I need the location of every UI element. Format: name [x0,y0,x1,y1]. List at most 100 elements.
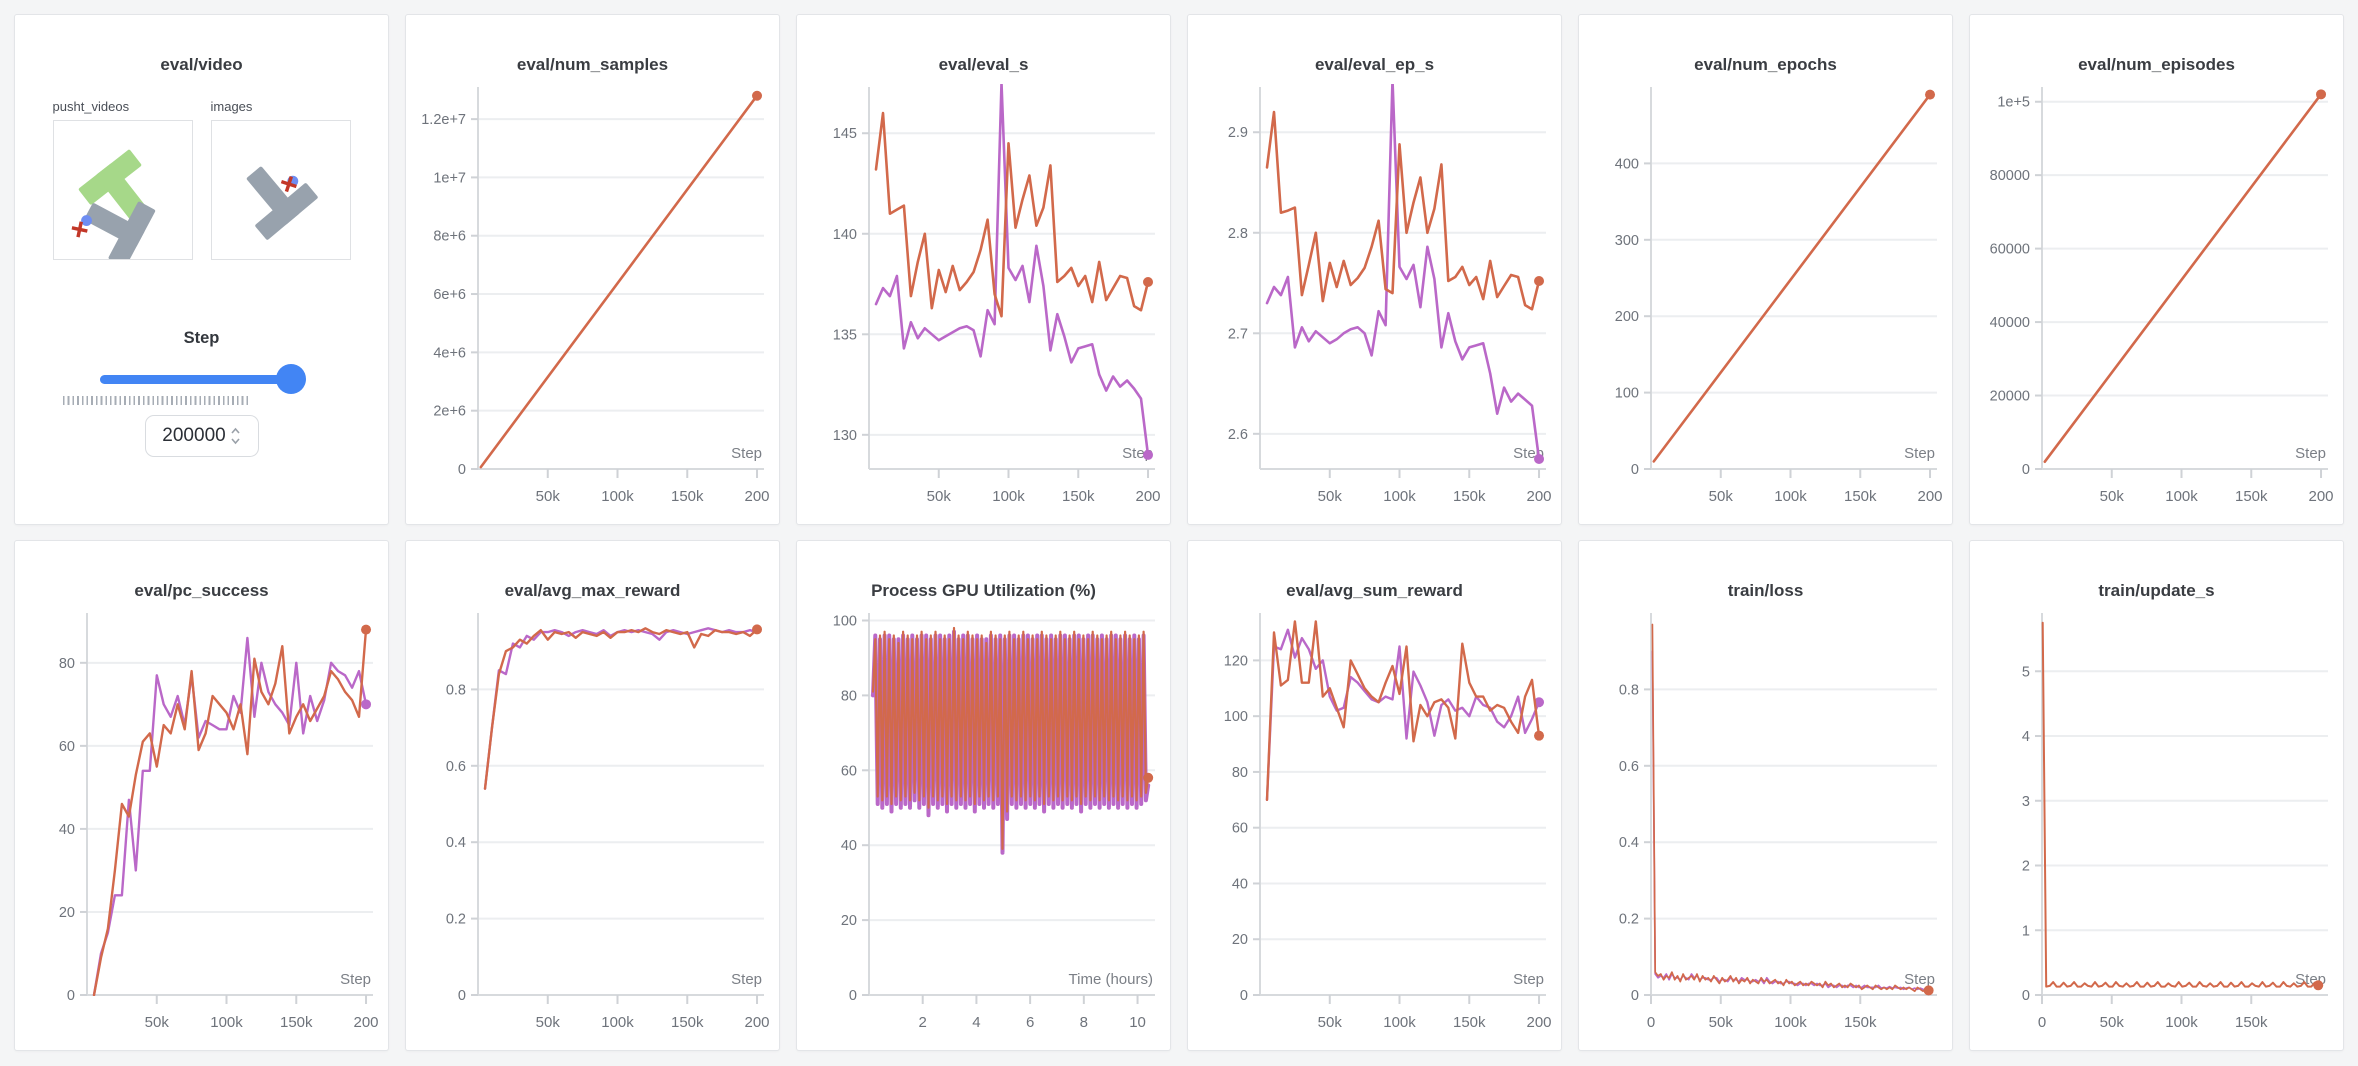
series-end-dot-purple [1534,697,1545,708]
panel-eval-avg-sum-reward[interactable]: eval/avg_sum_reward 50k 100k 150k 200 0 20 40 6… [1187,540,1562,1051]
y-tick-label: 300 [1615,233,1639,249]
panel-eval-num-samples[interactable]: eval/num_samples 50k 100k 150k 200 0 2e+6 4e+6… [405,14,780,525]
series-end-dot-orange [2316,89,2327,100]
y-tick-label: 200 [1615,309,1639,325]
y-tick-label: 5 [2022,664,2030,680]
x-tick-label: 150k [1453,488,1486,505]
series-end-dot-orange [1923,985,1934,996]
y-tick-label: 20000 [1990,389,2030,405]
panel-eval-avg-max-reward[interactable]: eval/avg_max_reward 50k 100k 150k 200 0 0.2 0.… [405,540,780,1051]
y-tick-label: 40 [841,838,857,854]
y-tick-label: 60000 [1990,242,2030,258]
x-tick-label: 150k [671,1014,704,1031]
media-item-images: images [210,99,351,265]
slider-track[interactable] [99,375,304,384]
chart-eval-avg-sum-reward[interactable]: 50k 100k 150k 200 0 20 40 60 80 100 120 Step [1188,603,1561,1044]
series-line-purple [874,84,1150,457]
x-tick-label: 8 [1080,1014,1088,1031]
x-tick-label: 150k [671,488,704,505]
x-tick-label: 200 [2309,488,2334,505]
x-tick-label: 100k [601,488,634,505]
media-row: pusht_videos image [15,99,388,267]
y-tick-label: 0 [2022,462,2030,478]
y-tick-label: 2e+6 [433,404,466,420]
step-slider-label: Step [183,329,220,347]
panel-train-loss[interactable]: train/loss 0 50k 100k 150k 0 0.2 0.4 0.6 0.8 Step [1578,540,1953,1051]
x-tick-label: 100k [2165,488,2198,505]
y-tick-label: 8e+6 [433,229,466,245]
chart-eval-num-episodes[interactable]: 50k 100k 150k 200 0 20000 40000 60000 80000 1e+5 S… [1970,77,2343,518]
y-tick-label: 120 [1224,653,1248,669]
chart-eval-num-epochs[interactable]: 50k 100k 150k 200 0 100 200 300 400 Step [1579,77,1952,518]
media-caption: pusht_videos [52,99,130,114]
series-line-purple [92,636,368,996]
x-axis-label: Step [1904,445,1935,462]
x-tick-label: 200 [1527,488,1552,505]
panel-title: train/update_s [2098,581,2215,600]
panel-eval-eval-s[interactable]: eval/eval_s 50k 100k 150k 200 130 135 140 145 St… [796,14,1171,525]
images-thumbnail[interactable] [210,120,351,260]
series-line-orange [483,627,759,790]
panel-eval-pc-success[interactable]: eval/pc_success 50k 100k 150k 200 0 20 40 60 80 S… [14,540,389,1051]
series-line-orange [874,111,1150,318]
panel-gpu-utilization[interactable]: Process GPU Utilization (%) 2 4 6 8 10 0 20 40 6… [796,540,1171,1051]
x-tick-label: 0 [2038,1014,2046,1031]
chevron-down-icon[interactable] [230,436,241,446]
panel-train-update-s[interactable]: train/update_s 0 50k 100k 150k 0 1 2 3 4 5 Step [1969,540,2344,1051]
series-line-orange [1651,623,1930,993]
y-tick-label: 100 [1615,386,1639,402]
x-tick-label: 150k [1453,1014,1486,1031]
panel-title: train/loss [1727,581,1804,600]
y-tick-label: 0.2 [446,912,466,928]
series-end-dot-orange [1143,277,1154,288]
x-axis-label: Step [731,971,762,988]
panel-title: eval/num_episodes [2078,55,2235,74]
x-tick-label: 200 [1136,488,1161,505]
y-tick-label: 40000 [1990,315,2030,331]
x-tick-label: 100k [210,1014,243,1031]
stepper-arrows[interactable] [230,426,241,446]
y-tick-label: 0 [849,988,857,1004]
y-tick-label: 1 [2022,923,2030,939]
panel-eval-num-episodes[interactable]: eval/num_episodes 50k 100k 150k 200 0 20000 40… [1969,14,2344,525]
y-tick-label: 100 [1224,709,1248,725]
panel-eval-num-epochs[interactable]: eval/num_epochs 50k 100k 150k 200 0 100 200 300… [1578,14,1953,525]
chart-eval-avg-max-reward[interactable]: 50k 100k 150k 200 0 0.2 0.4 0.6 0.8 Step [406,603,779,1044]
series-end-dot-orange [752,90,763,101]
series-end-dot-orange [1143,772,1154,783]
x-tick-label: 10 [1129,1014,1146,1031]
series-line-orange [871,626,1150,850]
panel-title: eval/avg_sum_reward [1286,581,1463,600]
y-tick-label: 2.6 [1228,427,1248,443]
x-tick-label: 150k [2235,488,2268,505]
y-tick-label: 2.8 [1228,226,1248,242]
y-tick-label: 3 [2022,794,2030,810]
series-line-orange [1652,93,1932,463]
chart-eval-pc-success[interactable]: 50k 100k 150k 200 0 20 40 60 80 Step [15,603,388,1044]
panel-eval-eval-ep-s[interactable]: eval/eval_ep_s 50k 100k 150k 200 2.6 2.7 2.8 2.… [1187,14,1562,525]
x-tick-label: 100k [1383,488,1416,505]
slider-thumb[interactable] [275,364,306,394]
y-tick-label: 80 [1232,765,1248,781]
chart-eval-num-samples[interactable]: 50k 100k 150k 200 0 2e+6 4e+6 6e+6 8e+6 1e+7 1.2e+… [406,77,779,518]
y-tick-label: 1e+7 [433,170,466,186]
y-tick-label: 80 [59,656,75,672]
step-value-input[interactable]: 200000 [144,415,259,457]
panel-eval-video[interactable]: eval/video pusht_videos [14,14,389,525]
panel-title: eval/num_samples [516,55,669,74]
step-slider[interactable] [99,364,306,394]
chart-train-loss[interactable]: 0 50k 100k 150k 0 0.2 0.4 0.6 0.8 Step [1579,603,1952,1044]
chevron-up-icon[interactable] [230,426,241,436]
x-tick-label: 50k [927,488,952,505]
y-tick-label: 60 [1232,821,1248,837]
y-tick-label: 0 [458,988,466,1004]
series-end-dot-orange [752,624,763,635]
x-tick-label: 6 [1026,1014,1034,1031]
pusht-videos-thumbnail[interactable] [52,120,193,267]
y-tick-label: 0.4 [1619,835,1639,851]
